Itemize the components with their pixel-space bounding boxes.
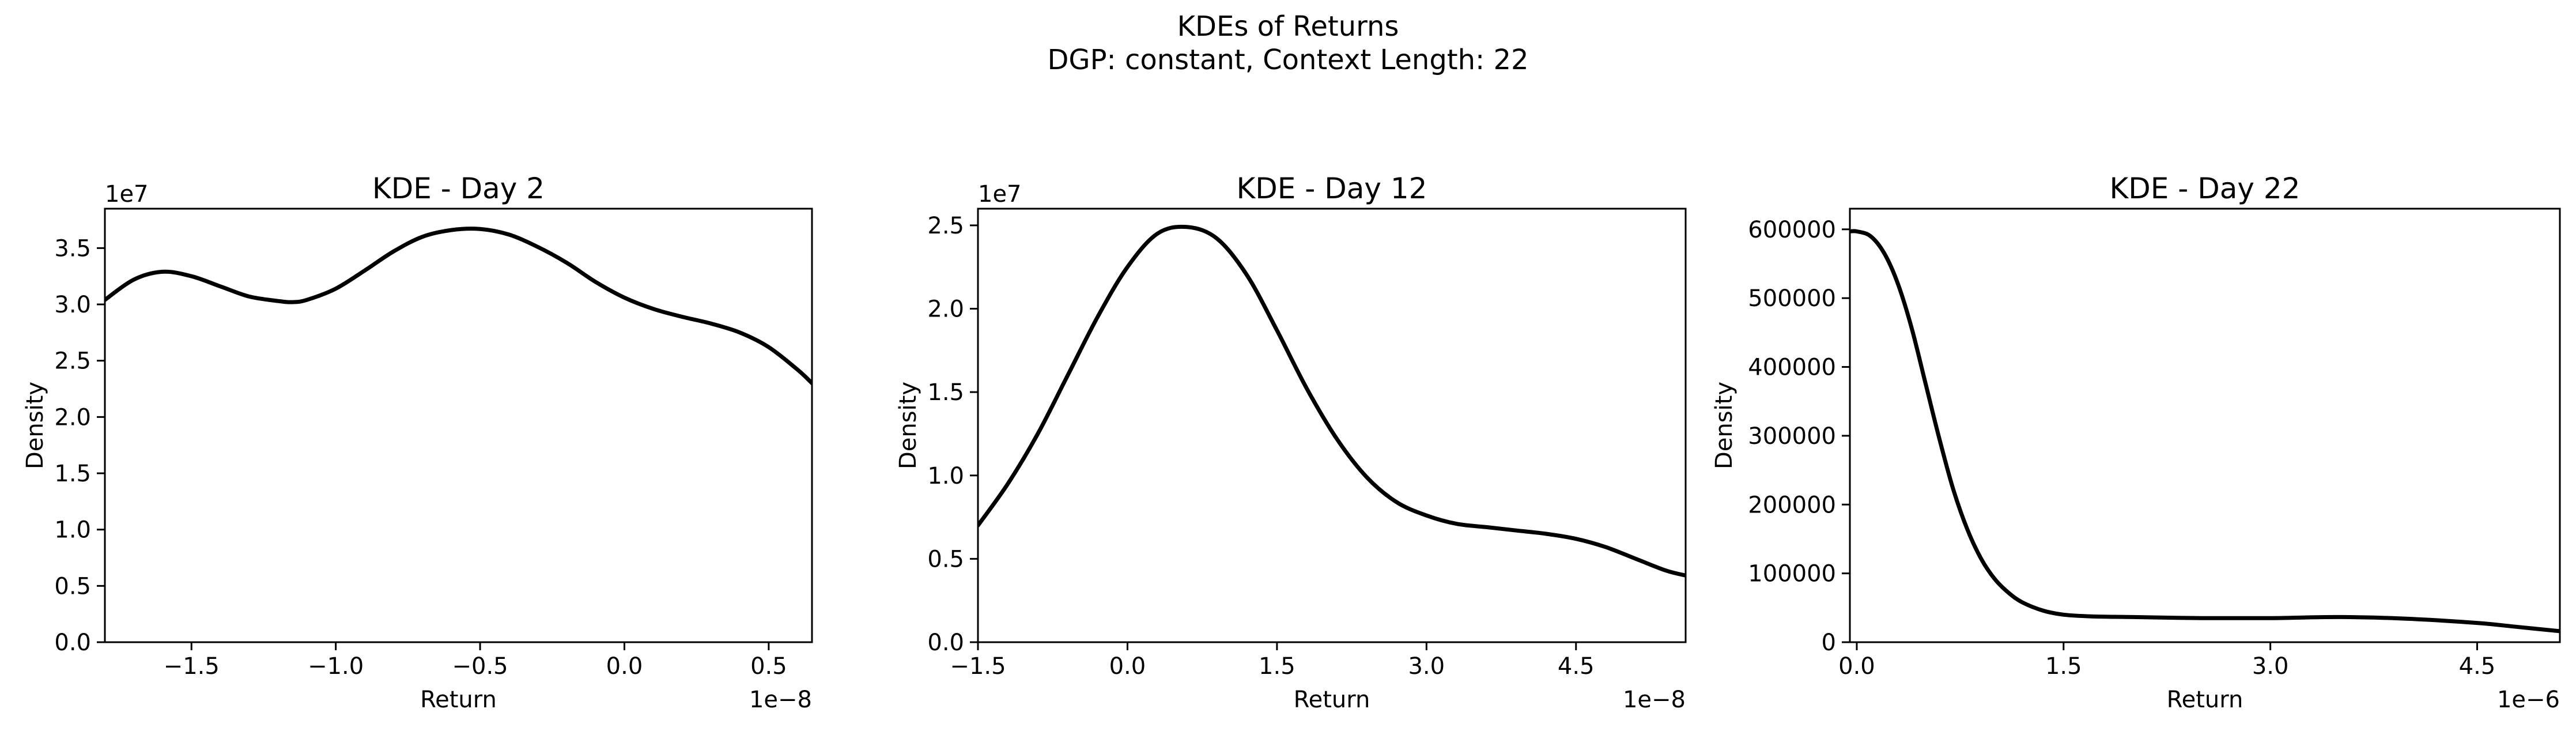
x-tick-label: −1.0 — [308, 653, 364, 680]
y-tick-label: 3.0 — [54, 292, 91, 318]
x-offset-label: 1e−6 — [2497, 687, 2560, 713]
y-tick-label: 0.0 — [54, 630, 91, 656]
y-offset-label: 1e7 — [105, 181, 149, 208]
axes-frame — [1849, 208, 2561, 643]
subplot-title: KDE - Day 2 — [372, 172, 545, 205]
y-tick-label: 0.5 — [54, 573, 91, 600]
y-tick-label: 0 — [1822, 630, 1836, 656]
y-tick-label: 500000 — [1748, 285, 1836, 312]
y-tick-label: 0.5 — [927, 546, 964, 572]
y-tick-label: 600000 — [1748, 217, 1836, 243]
y-tick-label: 3.5 — [54, 235, 91, 262]
subplot-title: KDE - Day 12 — [1237, 172, 1427, 205]
x-tick-label: −1.5 — [164, 653, 220, 680]
y-tick-label: 1.5 — [927, 379, 964, 406]
figure-title: KDEs of Returns — [1177, 10, 1399, 43]
x-tick-label: −0.5 — [452, 653, 508, 680]
x-tick-label: 4.5 — [1558, 653, 1595, 680]
x-tick-label: −1.5 — [950, 653, 1006, 680]
y-tick-label: 2.5 — [54, 348, 91, 375]
kde-curve — [105, 227, 812, 386]
subplot-kde-day-22: KDE - Day 22 0.0 1.5 3.0 4.5 0 100000 200000 300… — [1711, 172, 2561, 713]
x-tick-label: 3.0 — [1408, 653, 1445, 680]
x-tick-label: 3.0 — [2252, 653, 2289, 680]
axes-frame — [104, 208, 813, 643]
kde-curve — [1850, 229, 2560, 634]
y-tick-label: 2.0 — [54, 404, 91, 431]
y-tick-label: 1.5 — [54, 461, 91, 487]
y-tick-label: 2.5 — [927, 213, 964, 239]
x-tick-label: 4.5 — [2459, 653, 2496, 680]
y-axis-label: Density — [895, 382, 921, 469]
x-axis-label: Return — [1294, 687, 1370, 713]
y-axis-label: Density — [22, 382, 48, 469]
y-offset-label: 1e7 — [978, 181, 1022, 208]
y-tick-label: 400000 — [1748, 355, 1836, 381]
subplot-kde-day-2: KDE - Day 2 −1.5 −1.0 −0.5 0.0 0.5 0.0 0.5 1.0 1.… — [22, 172, 813, 713]
x-axis-label: Return — [2167, 687, 2243, 713]
y-tick-label: 300000 — [1748, 423, 1836, 450]
x-offset-label: 1e−8 — [749, 687, 812, 713]
x-axis-label: Return — [420, 687, 497, 713]
subplot-kde-day-12: KDE - Day 12−1.5 0.0 1.5 3.0 4.50.00.51.01.5… — [895, 172, 1687, 713]
y-tick-label: 1.0 — [927, 463, 964, 489]
y-tick-label: 100000 — [1748, 561, 1836, 587]
y-tick-label: 1.0 — [54, 517, 91, 544]
x-tick-label: 0.0 — [1109, 653, 1146, 680]
kde-curve — [978, 224, 1686, 578]
x-tick-label: 1.5 — [1259, 653, 1295, 680]
x-tick-label: 0.5 — [750, 653, 787, 680]
y-tick-label: 0.0 — [927, 630, 964, 656]
y-axis-label: Density — [1711, 382, 1738, 469]
axes-frame — [977, 208, 1687, 643]
y-tick-label: 2.0 — [927, 296, 964, 323]
x-tick-label: 0.0 — [1838, 653, 1875, 680]
subplot-title: KDE - Day 22 — [2110, 172, 2301, 205]
x-offset-label: 1e−8 — [1623, 687, 1686, 713]
y-tick-label: 200000 — [1748, 492, 1836, 518]
figure-subtitle: DGP: constant, Context Length: 22 — [1047, 44, 1528, 76]
x-tick-label: 1.5 — [2045, 653, 2082, 680]
x-tick-label: 0.0 — [606, 653, 643, 680]
